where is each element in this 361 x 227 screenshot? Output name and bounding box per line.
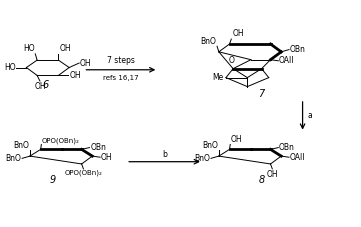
Text: b: b <box>162 150 167 159</box>
Text: OPO(OBn)₂: OPO(OBn)₂ <box>42 137 80 144</box>
Text: BnO: BnO <box>202 141 218 150</box>
Text: OH: OH <box>101 153 113 162</box>
Text: OBn: OBn <box>90 143 106 152</box>
Text: 6: 6 <box>43 81 49 91</box>
Text: BnO: BnO <box>5 154 21 163</box>
Text: OH: OH <box>59 44 71 53</box>
Text: HO: HO <box>4 63 16 72</box>
Text: OH: OH <box>266 170 278 179</box>
Text: 7 steps: 7 steps <box>107 56 135 65</box>
Text: OBn: OBn <box>290 45 306 54</box>
Text: OH: OH <box>69 71 81 80</box>
Text: OH: OH <box>80 59 91 68</box>
Text: Me: Me <box>212 73 223 82</box>
Text: a: a <box>308 111 313 120</box>
Text: BnO: BnO <box>200 37 216 46</box>
Text: 9: 9 <box>50 175 56 185</box>
Text: OH: OH <box>232 29 244 38</box>
Text: OPO(OBn)₂: OPO(OBn)₂ <box>65 170 103 176</box>
Text: BnO: BnO <box>13 141 29 150</box>
Text: OAll: OAll <box>279 56 295 65</box>
Text: OAll: OAll <box>290 153 305 162</box>
Text: O: O <box>229 56 235 65</box>
Text: BnO: BnO <box>195 154 210 163</box>
Text: 8: 8 <box>258 175 265 185</box>
Text: 7: 7 <box>258 89 265 99</box>
Text: refs 16,17: refs 16,17 <box>103 75 139 81</box>
Text: HO: HO <box>23 44 35 53</box>
Text: OH: OH <box>231 135 243 144</box>
Text: OH: OH <box>35 82 47 91</box>
Text: OBn: OBn <box>279 143 295 152</box>
